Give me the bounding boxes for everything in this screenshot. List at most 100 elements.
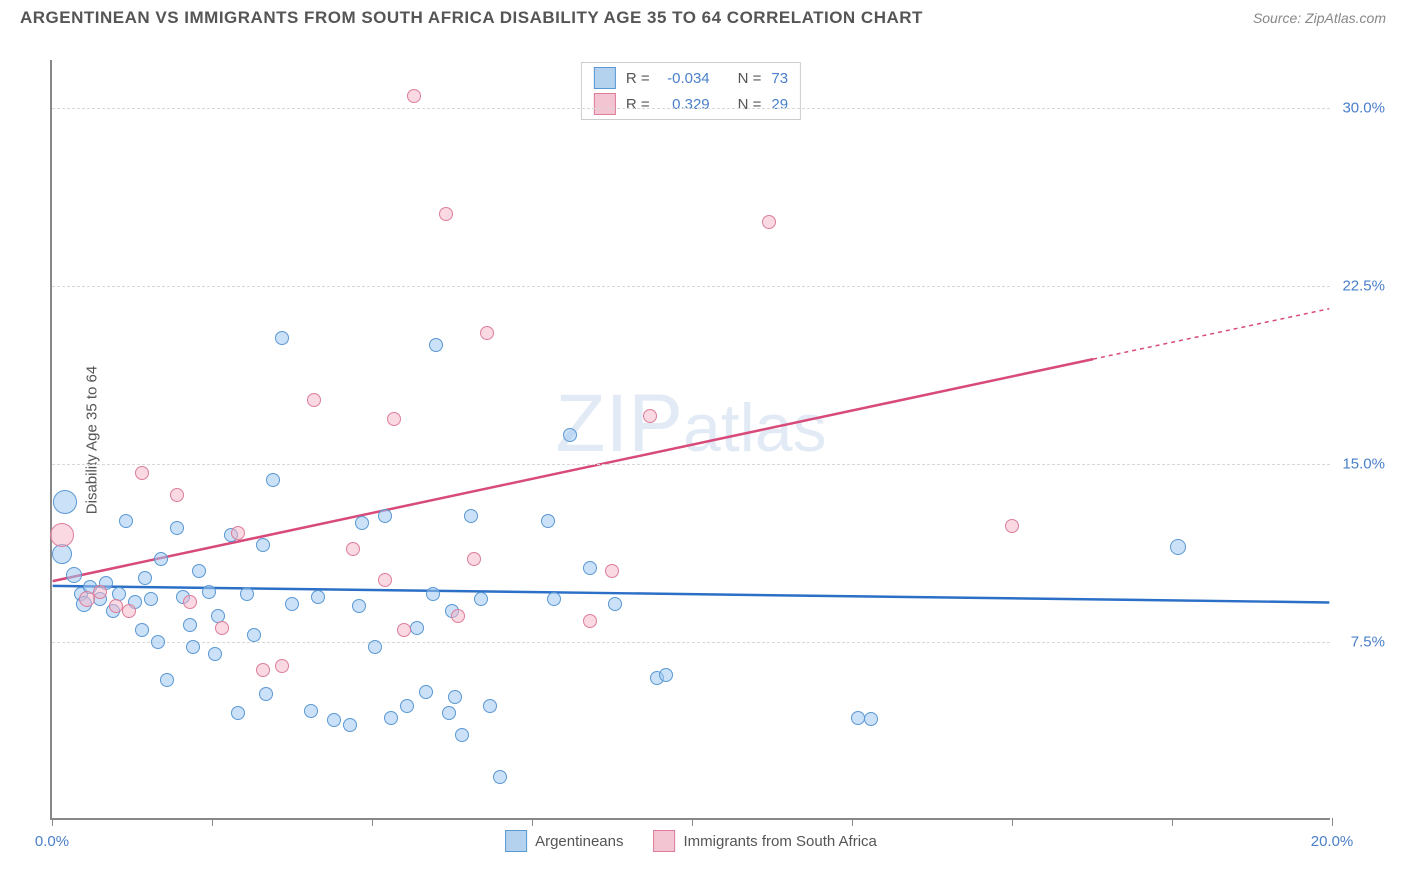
legend-label-1: Immigrants from South Africa <box>684 833 877 850</box>
x-tick <box>1172 818 1173 826</box>
scatter-point[interactable] <box>762 215 776 229</box>
scatter-point[interactable] <box>144 592 158 606</box>
scatter-point[interactable] <box>493 770 507 784</box>
scatter-point[interactable] <box>547 592 561 606</box>
scatter-point[interactable] <box>122 604 136 618</box>
scatter-point[interactable] <box>426 587 440 601</box>
scatter-point[interactable] <box>439 207 453 221</box>
scatter-point[interactable] <box>256 538 270 552</box>
scatter-point[interactable] <box>563 428 577 442</box>
scatter-point[interactable] <box>240 587 254 601</box>
scatter-point[interactable] <box>474 592 488 606</box>
scatter-point[interactable] <box>275 659 289 673</box>
scatter-point[interactable] <box>378 573 392 587</box>
scatter-point[interactable] <box>285 597 299 611</box>
scatter-point[interactable] <box>378 509 392 523</box>
scatter-point[interactable] <box>138 571 152 585</box>
x-tick-label: 20.0% <box>1311 833 1354 850</box>
scatter-point[interactable] <box>583 614 597 628</box>
scatter-point[interactable] <box>327 713 341 727</box>
series-0-swatch <box>594 67 616 89</box>
scatter-point[interactable] <box>307 393 321 407</box>
scatter-point[interactable] <box>186 640 200 654</box>
x-tick <box>532 818 533 826</box>
scatter-point[interactable] <box>352 599 366 613</box>
scatter-point[interactable] <box>52 544 72 564</box>
y-tick-label: 30.0% <box>1342 99 1385 116</box>
series-0-r-value: -0.034 <box>660 70 710 87</box>
scatter-point[interactable] <box>464 509 478 523</box>
scatter-point[interactable] <box>1005 519 1019 533</box>
scatter-point[interactable] <box>483 699 497 713</box>
scatter-point[interactable] <box>311 590 325 604</box>
scatter-point[interactable] <box>442 706 456 720</box>
gridline <box>52 464 1330 465</box>
scatter-point[interactable] <box>259 687 273 701</box>
scatter-point[interactable] <box>66 567 82 583</box>
legend-item-0: Argentineans <box>505 830 623 852</box>
series-1-swatch-icon <box>654 830 676 852</box>
scatter-point[interactable] <box>410 621 424 635</box>
scatter-point[interactable] <box>202 585 216 599</box>
plot-area: ZIPatlas R = -0.034 N = 73 R = 0.329 N =… <box>50 60 1330 820</box>
scatter-point[interactable] <box>170 521 184 535</box>
scatter-point[interactable] <box>455 728 469 742</box>
scatter-point[interactable] <box>151 635 165 649</box>
scatter-point[interactable] <box>400 699 414 713</box>
scatter-point[interactable] <box>275 331 289 345</box>
scatter-point[interactable] <box>608 597 622 611</box>
scatter-point[interactable] <box>429 338 443 352</box>
scatter-point[interactable] <box>154 552 168 566</box>
scatter-point[interactable] <box>266 473 280 487</box>
scatter-point[interactable] <box>170 488 184 502</box>
bottom-legend: Argentineans Immigrants from South Afric… <box>505 830 877 852</box>
scatter-point[interactable] <box>208 647 222 661</box>
scatter-point[interactable] <box>53 490 77 514</box>
scatter-point[interactable] <box>467 552 481 566</box>
scatter-point[interactable] <box>346 542 360 556</box>
scatter-point[interactable] <box>407 89 421 103</box>
scatter-point[interactable] <box>605 564 619 578</box>
scatter-point[interactable] <box>304 704 318 718</box>
scatter-point[interactable] <box>419 685 433 699</box>
trend-lines-svg <box>52 60 1330 818</box>
scatter-point[interactable] <box>1170 539 1186 555</box>
source-prefix: Source: <box>1253 10 1305 26</box>
scatter-point[interactable] <box>541 514 555 528</box>
scatter-point[interactable] <box>256 663 270 677</box>
scatter-point[interactable] <box>160 673 174 687</box>
scatter-point[interactable] <box>231 706 245 720</box>
scatter-point[interactable] <box>397 623 411 637</box>
scatter-point[interactable] <box>192 564 206 578</box>
scatter-point[interactable] <box>368 640 382 654</box>
series-1-swatch <box>594 93 616 115</box>
scatter-point[interactable] <box>387 412 401 426</box>
scatter-point[interactable] <box>451 609 465 623</box>
scatter-point[interactable] <box>93 585 107 599</box>
legend-label-0: Argentineans <box>535 833 623 850</box>
scatter-point[interactable] <box>583 561 597 575</box>
scatter-point[interactable] <box>183 595 197 609</box>
scatter-point[interactable] <box>215 621 229 635</box>
scatter-point[interactable] <box>231 526 245 540</box>
scatter-point[interactable] <box>247 628 261 642</box>
source-link[interactable]: ZipAtlas.com <box>1305 10 1386 26</box>
scatter-point[interactable] <box>50 523 74 547</box>
y-tick-label: 7.5% <box>1351 633 1385 650</box>
scatter-point[interactable] <box>343 718 357 732</box>
scatter-point[interactable] <box>659 668 673 682</box>
scatter-point[interactable] <box>135 466 149 480</box>
scatter-point[interactable] <box>448 690 462 704</box>
x-tick <box>1012 818 1013 826</box>
legend-item-1: Immigrants from South Africa <box>654 830 877 852</box>
scatter-point[interactable] <box>183 618 197 632</box>
scatter-point[interactable] <box>119 514 133 528</box>
scatter-point[interactable] <box>384 711 398 725</box>
series-1-r-value: 0.329 <box>660 96 710 113</box>
scatter-point[interactable] <box>864 712 878 726</box>
scatter-point[interactable] <box>135 623 149 637</box>
scatter-point[interactable] <box>355 516 369 530</box>
scatter-point[interactable] <box>643 409 657 423</box>
scatter-point[interactable] <box>480 326 494 340</box>
x-tick <box>212 818 213 826</box>
